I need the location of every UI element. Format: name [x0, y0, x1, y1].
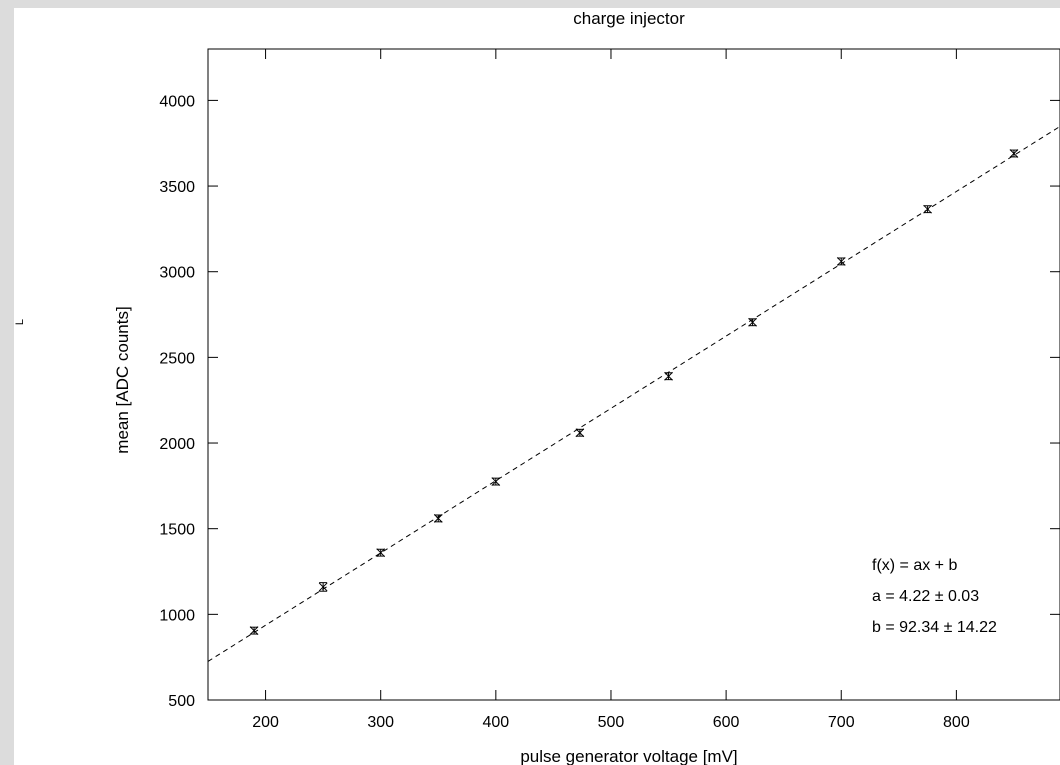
- plot-frame: [207, 48, 1060, 701]
- data-point: [836, 257, 846, 266]
- data-point: [1009, 149, 1019, 158]
- y-tick-label: 2000: [159, 436, 195, 453]
- data-point: [318, 582, 328, 592]
- x-tick-label: 700: [828, 714, 855, 731]
- point-marker: [664, 371, 673, 381]
- y-tick-label: 4000: [159, 93, 195, 110]
- y-tick-label: 1000: [159, 607, 195, 624]
- data-point: [491, 477, 501, 486]
- x-tick-label: 400: [482, 714, 509, 731]
- y-tick-label: 1500: [159, 522, 195, 539]
- chart-title: charge injector: [573, 9, 685, 28]
- fit-legend-line: a = 4.22 ± 0.03: [872, 588, 979, 605]
- fit-legend-line: b = 92.34 ± 14.22: [872, 619, 997, 636]
- y-tick-label: 500: [168, 693, 195, 710]
- data-point: [376, 548, 386, 558]
- fit-legend: f(x) = ax + b a = 4.22 ± 0.03 b = 92.34 ± …: [872, 557, 997, 636]
- point-marker: [836, 257, 846, 266]
- y-axis-title: mean [ADC counts]: [113, 306, 132, 453]
- data-point: [433, 514, 443, 523]
- y-tick-label: 3000: [159, 265, 195, 282]
- data-points: [249, 149, 1019, 635]
- fit-line-group: [207, 125, 1060, 662]
- point-marker: [376, 548, 386, 558]
- point-marker: [1009, 149, 1019, 158]
- x-tick-label: 800: [943, 714, 970, 731]
- fit-line: [207, 125, 1060, 662]
- x-tick-label: 600: [713, 714, 740, 731]
- x-axis-title: pulse generator voltage [mV]: [520, 747, 737, 765]
- y-tick-label: 2500: [159, 350, 195, 367]
- point-marker: [249, 626, 259, 635]
- figure-frame: charge injector mean [ADC counts] pulse …: [14, 8, 1060, 765]
- point-marker: [433, 514, 443, 523]
- point-marker: [748, 317, 757, 327]
- data-point: [748, 317, 757, 327]
- y-tick-label: 3500: [159, 179, 195, 196]
- point-marker: [491, 477, 501, 486]
- data-point: [575, 428, 585, 438]
- data-point: [249, 626, 259, 635]
- point-marker: [318, 582, 328, 592]
- x-tick-label: 300: [367, 714, 394, 731]
- point-marker: [923, 204, 932, 214]
- chart: charge injector mean [ADC counts] pulse …: [14, 9, 1060, 765]
- side-mark: L: [14, 319, 26, 325]
- x-tick-label: 200: [252, 714, 279, 731]
- data-point: [923, 204, 932, 214]
- x-tick-label: 500: [598, 714, 625, 731]
- axis-ticks: 200 300 400 500 600 700 800 500 1000 1500 2000 2500…: [159, 49, 1060, 731]
- fit-legend-line: f(x) = ax + b: [872, 557, 957, 574]
- data-point: [664, 371, 673, 381]
- point-marker: [575, 428, 585, 438]
